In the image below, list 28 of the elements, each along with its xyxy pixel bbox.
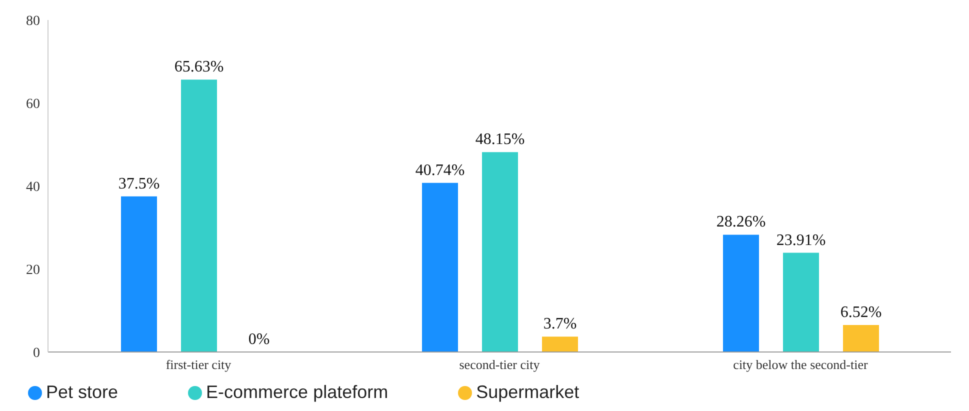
y-tick-label: 40 [26, 180, 40, 195]
x-tick-label: second-tier city [459, 357, 540, 372]
x-tick-label: city below the second-tier [733, 357, 868, 372]
bar [181, 80, 217, 352]
bar [482, 152, 518, 352]
bar [723, 234, 759, 352]
legend-label: Pet store [46, 382, 118, 402]
data-label: 3.7% [543, 316, 577, 333]
data-label: 65.63% [174, 58, 224, 76]
data-label: 48.15% [475, 131, 525, 148]
bar [542, 336, 578, 352]
data-label: 28.26% [716, 214, 766, 231]
data-label: 6.52% [840, 304, 882, 321]
bar [422, 182, 458, 352]
y-tick-label: 60 [26, 96, 40, 112]
bar [121, 196, 157, 352]
data-label: 40.74% [415, 162, 465, 179]
data-label: 23.91% [776, 232, 826, 249]
legend-label: E-commerce plateform [206, 382, 388, 402]
y-tick-label: 20 [26, 262, 40, 278]
data-label: 37.5% [118, 175, 160, 192]
x-tick-label: first-tier city [166, 357, 232, 372]
y-tick-label: 0 [33, 346, 40, 361]
data-label: 0% [248, 330, 270, 348]
bar [843, 324, 879, 352]
legend-label: Supermarket [476, 382, 580, 402]
y-tick-label: 80 [26, 14, 40, 29]
bar [783, 252, 819, 352]
